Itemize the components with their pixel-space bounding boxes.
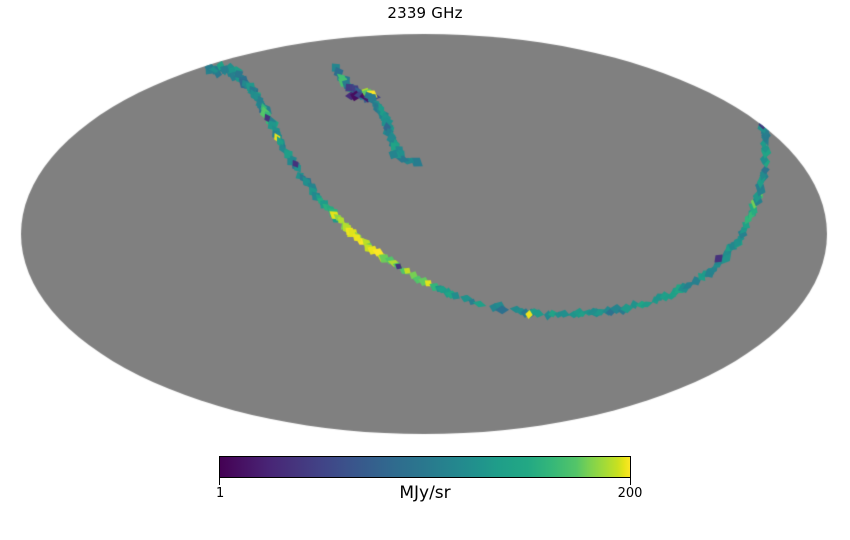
colorbar [219, 456, 631, 478]
colorbar-tick-max [630, 456, 631, 485]
colorbar-unit-label: MJy/sr [399, 483, 451, 503]
colorbar-tick-min [219, 456, 220, 485]
mollweide-sky-canvas [20, 33, 828, 435]
colorbar-max-label: 200 [617, 486, 643, 501]
colorbar-min-label: 1 [216, 486, 225, 501]
sky-map-panel [20, 33, 828, 435]
page-title: 2339 GHz [387, 4, 463, 22]
